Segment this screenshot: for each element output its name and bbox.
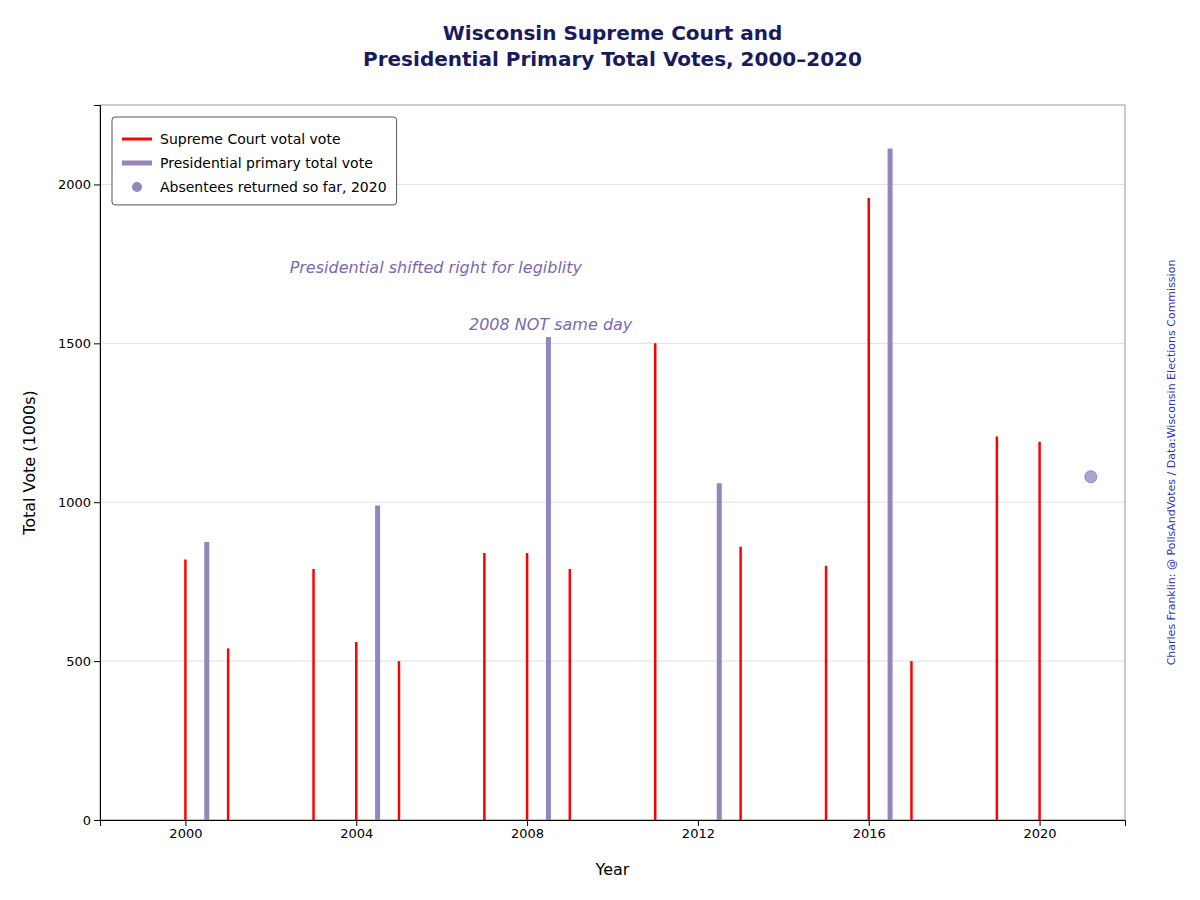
- legend-item: Supreme Court votal vote: [122, 131, 341, 147]
- legend-item: Presidential primary total vote: [122, 155, 373, 171]
- vote-bar: [526, 553, 529, 820]
- vote-bar: [355, 642, 358, 820]
- vote-bar: [888, 149, 893, 820]
- grid-line: [100, 502, 1125, 503]
- tick-mark: [94, 661, 100, 662]
- vote-bar: [996, 436, 999, 820]
- legend-swatch: [122, 161, 152, 166]
- vote-bar: [868, 198, 871, 820]
- tick: 1500: [58, 336, 100, 351]
- legend-label: Presidential primary total vote: [160, 155, 373, 171]
- tick-label: 2020: [1024, 826, 1057, 841]
- tick-label: 1500: [58, 336, 91, 351]
- x-axis: 2000 2004 2008 2012 2016 2020: [101, 820, 1126, 841]
- tick: 2016: [853, 820, 886, 841]
- legend-label: Absentees returned so far, 2020: [160, 179, 387, 195]
- vote-bar: [375, 505, 380, 820]
- title-line: Wisconsin Supreme Court and: [443, 21, 782, 45]
- legend-items: Supreme Court votal vote Presidential pri…: [122, 131, 387, 195]
- vote-bar: [184, 559, 187, 820]
- tick: 1000: [58, 495, 100, 510]
- series: [185, 198, 1039, 820]
- tick-mark: [527, 820, 528, 826]
- vote-bar: [483, 553, 486, 820]
- annotation: 2008 NOT same day: [469, 315, 633, 334]
- vote-bar: [654, 343, 657, 820]
- title-line: Presidential Primary Total Votes, 2000–2…: [363, 47, 862, 71]
- tick-mark: [94, 820, 100, 821]
- vote-bar: [546, 337, 551, 820]
- tick-label: 2016: [853, 826, 886, 841]
- vote-bar: [569, 569, 572, 820]
- vote-bar: [825, 566, 828, 820]
- tick-label: 2004: [340, 826, 373, 841]
- vote-bar: [204, 542, 209, 820]
- tick: 0: [83, 813, 100, 828]
- axis-line: [101, 821, 1126, 827]
- tick-mark: [94, 343, 100, 344]
- plot-frame: [100, 105, 1125, 820]
- tick-mark: [1040, 820, 1041, 826]
- tick-mark: [185, 820, 186, 826]
- series: [1085, 471, 1097, 483]
- tick-label: 2012: [682, 826, 715, 841]
- tick: 2008: [511, 820, 544, 841]
- legend-swatch: [132, 182, 142, 192]
- vote-bar: [398, 661, 401, 820]
- axis-line: [94, 106, 101, 821]
- legend: Supreme Court votal vote Presidential pri…: [112, 117, 397, 205]
- y-axis-label: Total Vote (1000s): [20, 390, 39, 536]
- tick-label: 2000: [169, 826, 202, 841]
- legend-box: [112, 117, 397, 205]
- vote-bar: [910, 661, 913, 820]
- plot: 2000 2004 2008 2012 2016 2020 0 500 1000 1500 2000…: [20, 105, 1126, 879]
- legend-label: Supreme Court votal vote: [160, 131, 341, 147]
- attribution: Charles Franklin: @ PollsAndVotes / Data…: [1165, 260, 1178, 666]
- vote-bar: [1038, 442, 1041, 820]
- absentee-dot: [1085, 471, 1097, 483]
- vote-bar: [739, 547, 742, 820]
- tick-mark: [94, 502, 100, 503]
- tick: 500: [66, 654, 100, 669]
- series: [207, 149, 890, 820]
- grid-line: [100, 343, 1125, 344]
- tick: 2020: [1024, 820, 1057, 841]
- tick-label: 2008: [511, 826, 544, 841]
- chart: 2000 2004 2008 2012 2016 2020 0 500 1000 1500 2000…: [0, 0, 1200, 900]
- tick-label: 500: [66, 654, 91, 669]
- vote-bar: [227, 648, 230, 820]
- tick-label: 0: [83, 813, 91, 828]
- tick-label: 2000: [58, 177, 91, 192]
- grid: [100, 184, 1125, 820]
- vote-bar: [312, 569, 315, 820]
- legend-swatch: [122, 138, 152, 141]
- tick: 2000: [169, 820, 202, 841]
- title: Wisconsin Supreme Court andPresidential …: [363, 21, 862, 71]
- vote-bar: [717, 483, 722, 820]
- marks: [185, 149, 1096, 820]
- grid-line: [100, 661, 1125, 662]
- legend-item: Absentees returned so far, 2020: [132, 179, 387, 195]
- tick-mark: [356, 820, 357, 826]
- annotation: Presidential shifted right for legiblity: [290, 258, 583, 277]
- x-axis-label: Year: [595, 860, 630, 879]
- tick-mark: [869, 820, 870, 826]
- tick: 2012: [682, 820, 715, 841]
- tick-mark: [698, 820, 699, 826]
- tick: 2000: [58, 177, 100, 192]
- tick-mark: [94, 184, 100, 185]
- tick: 2004: [340, 820, 373, 841]
- y-axis: 0 500 1000 1500 2000: [58, 106, 101, 828]
- tick-label: 1000: [58, 495, 91, 510]
